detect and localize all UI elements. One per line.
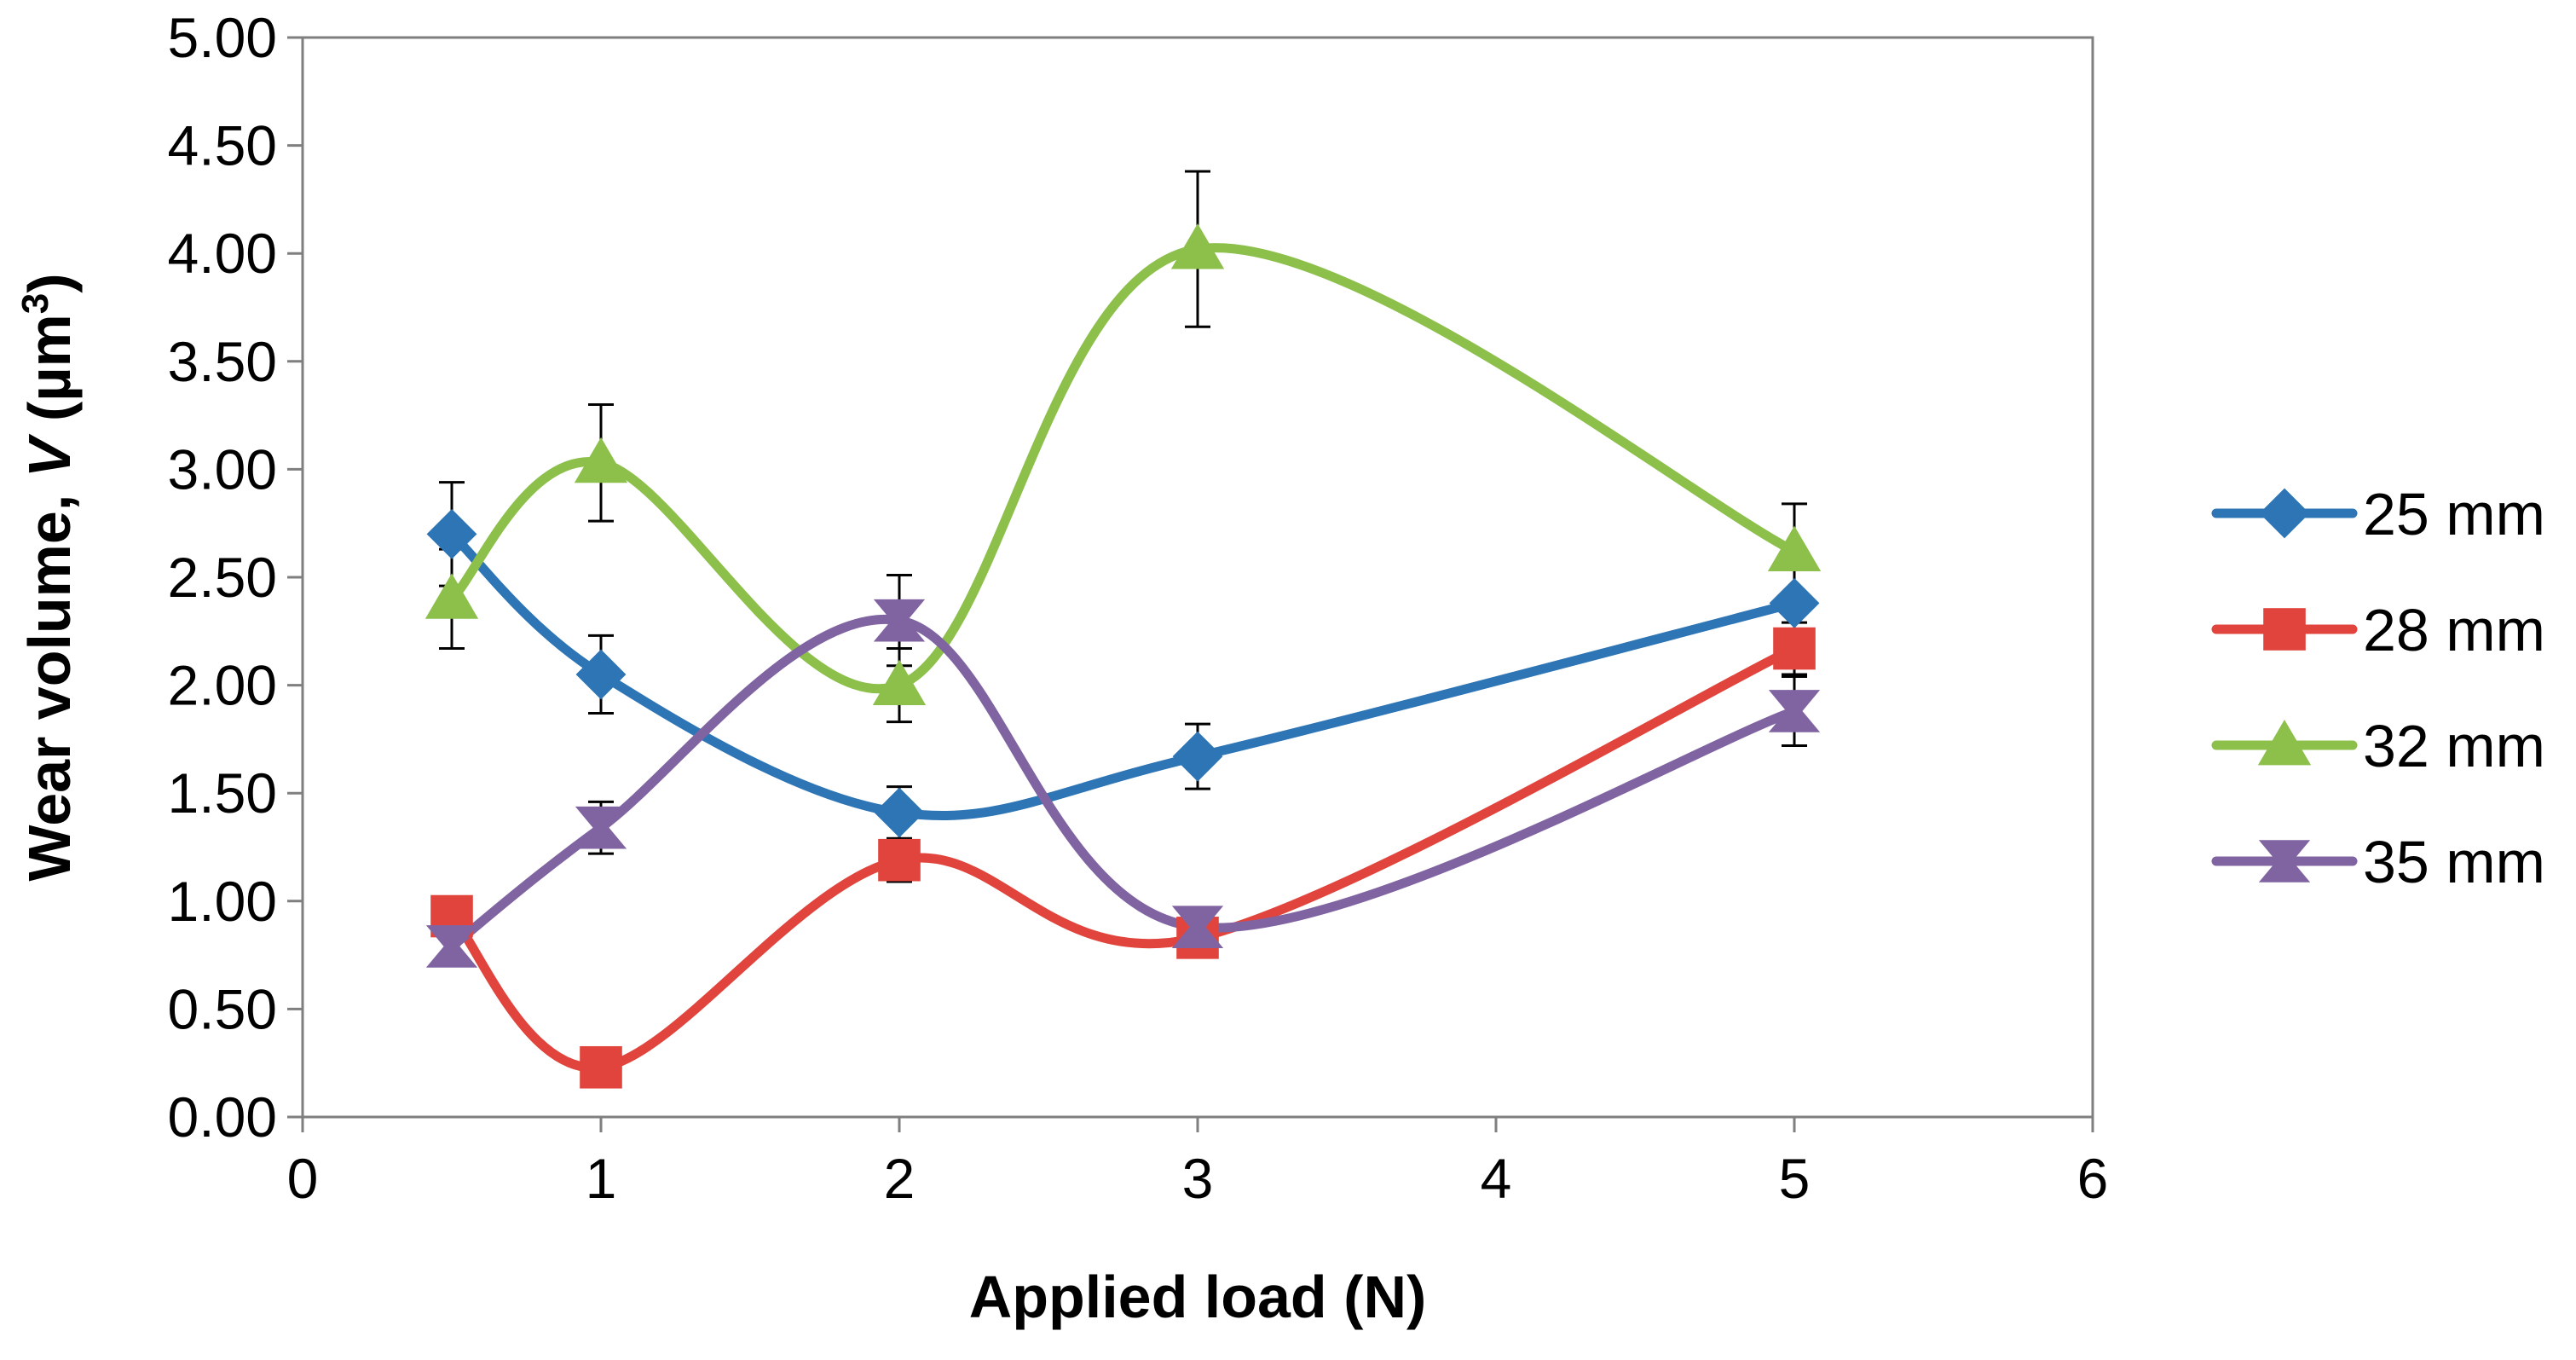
legend-label: 28 mm	[2363, 597, 2545, 663]
data-point-35-mm	[1171, 906, 1224, 948]
y-tick-label: 5.00	[168, 6, 277, 69]
data-point-35-mm-lower	[425, 936, 478, 968]
series-line-25-mm	[447, 529, 1799, 821]
data-point-35-mm	[575, 806, 627, 849]
y-tick-label: 4.50	[168, 114, 277, 177]
legend-swatch-marker	[2258, 840, 2311, 883]
y-tick-label: 1.50	[168, 761, 277, 825]
y-tick-label: 3.00	[168, 437, 277, 501]
y-tick-label: 0.00	[168, 1085, 277, 1149]
series-line-28-mm	[447, 644, 1799, 1073]
data-point-25-mm	[1769, 577, 1820, 628]
data-point-32-mm	[1767, 525, 1822, 572]
data-point-35-mm	[425, 925, 478, 968]
data-point-35-mm-lower	[575, 818, 627, 849]
y-tick-label: 2.00	[168, 654, 277, 717]
y-tick-label: 2.50	[168, 546, 277, 609]
data-point-28-mm	[580, 1045, 622, 1089]
x-axis-title: Applied load (N)	[969, 1264, 1427, 1330]
legend-item-28-mm: 28 mm	[2211, 597, 2545, 663]
y-axis-title-unit: (µm	[16, 314, 83, 437]
legend-item-32-mm: 32 mm	[2211, 713, 2545, 779]
data-point-35-mm-lower	[1171, 917, 1224, 948]
data-point-32-mm	[574, 437, 628, 483]
data-point-35-mm	[1768, 690, 1821, 732]
data-point-32-mm	[872, 659, 927, 705]
legend-label: 32 mm	[2363, 713, 2545, 779]
legend-item-25-mm: 25 mm	[2211, 481, 2545, 547]
x-tick-label: 1	[586, 1147, 617, 1210]
legend-swatch-marker	[2259, 488, 2310, 539]
data-point-28-mm	[1773, 627, 1816, 670]
y-axis-title-close: )	[16, 273, 83, 292]
data-point-35-mm	[873, 599, 926, 642]
legend-label: 35 mm	[2363, 829, 2545, 895]
data-point-32-mm	[1170, 223, 1225, 269]
data-point-25-mm	[575, 649, 627, 700]
y-tick-label: 3.50	[168, 330, 277, 393]
legend-swatch-marker	[2263, 608, 2306, 651]
data-point-32-mm	[425, 573, 479, 619]
data-point-35-mm-lower	[873, 611, 926, 642]
y-axis-title-prefix: Wear volume,	[16, 477, 83, 881]
y-axis-title-superscript: 3	[14, 293, 56, 314]
y-tick-label: 1.00	[168, 870, 277, 933]
y-axis-title: Wear volume, V (µm3)	[14, 273, 83, 881]
legend-item-35-mm: 35 mm	[2211, 829, 2545, 895]
x-tick-label: 2	[884, 1147, 915, 1210]
x-tick-label: 6	[2077, 1147, 2109, 1210]
series-line-32-mm	[447, 243, 1799, 694]
x-tick-label: 4	[1481, 1147, 1512, 1210]
legend-label: 25 mm	[2363, 481, 2545, 547]
legend-swatch-marker	[2257, 720, 2312, 766]
y-tick-label: 0.50	[168, 977, 277, 1040]
data-point-25-mm	[874, 787, 925, 838]
x-tick-label: 5	[1779, 1147, 1811, 1210]
y-tick-label: 4.00	[168, 222, 277, 285]
data-point-25-mm	[1172, 731, 1223, 782]
y-axis-title-variable: V	[16, 433, 83, 477]
data-point-28-mm	[878, 838, 921, 882]
data-point-25-mm	[426, 508, 477, 559]
data-point-35-mm-lower	[1768, 701, 1821, 732]
series-line-35-mm	[447, 614, 1799, 952]
legend-swatch-marker-lower	[2258, 851, 2311, 883]
x-tick-label: 3	[1182, 1147, 1214, 1210]
x-tick-label: 0	[287, 1147, 319, 1210]
